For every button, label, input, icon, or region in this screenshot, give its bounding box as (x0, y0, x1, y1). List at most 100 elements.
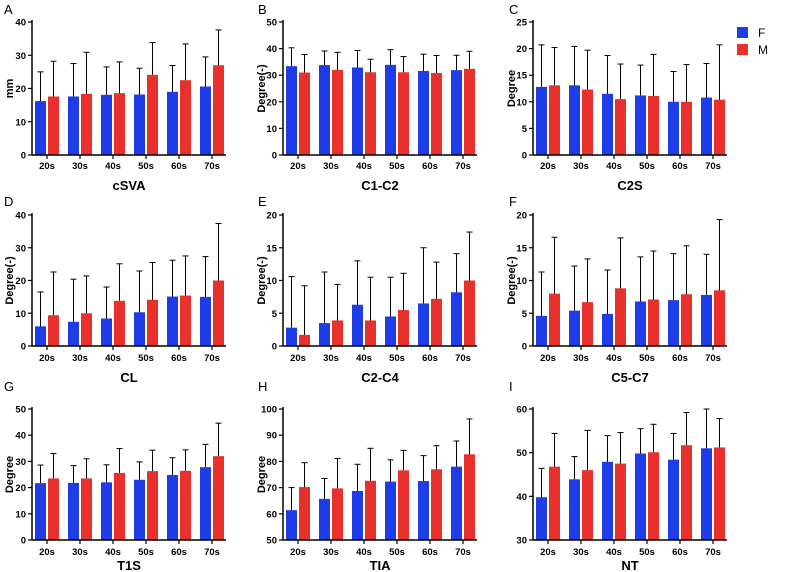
error-bar-f-f-50s (637, 256, 644, 302)
bar-a-m-20s (48, 96, 59, 155)
legend-swatch-m (737, 44, 748, 55)
error-bar-b-m-70s (466, 50, 473, 69)
error-bar-b-f-70s (453, 54, 460, 71)
bar-c-f-40s (602, 93, 613, 155)
error-bar-b-f-60s (420, 53, 427, 71)
x-tick-label-70s: 70s (204, 161, 220, 172)
y-tick-label: 30 (516, 536, 527, 547)
y-tick-label: 0 (21, 342, 26, 353)
panel-letter-b: B (258, 2, 267, 17)
y-tick-label: 40 (516, 492, 527, 503)
panel-title-g: T1S (117, 558, 141, 572)
error-bar-f-f-20s (538, 271, 545, 316)
bar-g-m-20s (48, 478, 59, 540)
panel-letter-c: C (509, 2, 518, 17)
y-tick-label: 20 (266, 211, 277, 222)
y-tick-label: 15 (516, 243, 527, 254)
bar-b-m-60s (431, 73, 442, 155)
bar-d-f-50s (134, 312, 145, 346)
x-tick-label-40s: 40s (606, 547, 622, 558)
error-bar-h-f-20s (288, 487, 295, 511)
bar-a-m-60s (180, 80, 191, 155)
error-bar-e-f-70s (453, 253, 460, 293)
panel-title-f: C5-C7 (611, 370, 649, 385)
error-bar-h-f-40s (354, 463, 361, 492)
bar-g-m-70s (213, 456, 224, 540)
bar-h-m-20s (299, 487, 310, 540)
bar-e-m-30s (332, 320, 343, 346)
bar-b-f-40s (352, 67, 363, 155)
x-tick-label-30s: 30s (573, 547, 589, 558)
bar-e-m-20s (299, 334, 310, 346)
bar-h-m-60s (431, 469, 442, 540)
error-bar-c-m-20s (551, 47, 558, 86)
panel-title-d: CL (120, 370, 137, 385)
bar-a-f-20s (35, 101, 46, 155)
y-tick-label: 50 (266, 18, 277, 29)
bar-i-m-70s (714, 447, 725, 540)
bar-c-f-20s (536, 86, 547, 155)
bar-i-m-30s (582, 470, 593, 540)
bar-d-f-40s (101, 318, 112, 346)
x-tick-label-60s: 60s (672, 353, 688, 364)
error-bar-f-f-30s (571, 265, 578, 311)
x-tick-label-40s: 40s (105, 353, 121, 364)
x-tick-label-20s: 20s (39, 547, 55, 558)
error-bar-a-m-70s (215, 29, 222, 66)
y-tick-label: 70 (266, 483, 277, 494)
bar-i-f-40s (602, 461, 613, 540)
bar-a-f-70s (200, 86, 211, 155)
bar-a-f-60s (167, 91, 178, 155)
panel-title-a: cSVA (113, 178, 147, 193)
x-tick-label-60s: 60s (171, 353, 187, 364)
error-bar-h-f-30s (321, 477, 328, 499)
bar-h-m-70s (464, 454, 475, 540)
error-bar-f-m-20s (551, 236, 558, 294)
bar-e-f-70s (451, 292, 462, 346)
y-tick-label: 50 (516, 448, 527, 459)
y-tick-label: 50 (15, 405, 26, 416)
bar-f-m-50s (648, 299, 659, 346)
bar-b-f-50s (385, 64, 396, 155)
bar-d-f-60s (167, 296, 178, 346)
bar-a-m-50s (147, 74, 158, 155)
bar-f-f-60s (668, 300, 679, 346)
bar-f-m-40s (615, 288, 626, 346)
bar-h-f-50s (385, 481, 396, 540)
bar-f-f-70s (701, 294, 712, 346)
bar-g-m-50s (147, 471, 158, 540)
error-bar-e-f-40s (354, 260, 361, 305)
x-tick-label-30s: 30s (72, 353, 88, 364)
error-bar-h-m-60s (433, 445, 440, 470)
error-bar-c-m-50s (650, 53, 657, 96)
bar-g-f-60s (167, 475, 178, 540)
y-tick-label: 0 (21, 151, 26, 162)
legend-swatch-f (737, 27, 748, 38)
error-bar-c-m-40s (617, 63, 624, 100)
y-axis-label-h: Degree (256, 456, 268, 493)
error-bar-d-m-60s (182, 255, 189, 296)
bar-d-m-60s (180, 295, 191, 346)
error-bar-b-m-40s (367, 58, 374, 73)
y-tick-label: 0 (522, 151, 527, 162)
x-tick-label-70s: 70s (455, 353, 471, 364)
panel-title-i: NT (621, 558, 638, 572)
error-bar-i-f-60s (670, 432, 677, 460)
x-tick-label-50s: 50s (138, 161, 154, 172)
error-bar-d-f-50s (136, 270, 143, 313)
y-tick-label: 20 (266, 97, 277, 108)
y-tick-label: 20 (516, 44, 527, 55)
panel-i: I 20s 30s 40s 50s 60s 70s 30 40 50 60 NT (509, 379, 727, 572)
bar-g-m-60s (180, 470, 191, 540)
x-tick-label-20s: 20s (290, 547, 306, 558)
bar-d-f-70s (200, 296, 211, 346)
y-tick-label: 40 (15, 18, 26, 29)
error-bar-i-f-30s (571, 456, 578, 480)
panel-h: H 20s 30s 40s 50s 60s 70s 50 60 70 80 90 100 Degree TI… (256, 379, 477, 572)
bar-b-f-60s (418, 70, 429, 155)
error-bar-c-m-30s (584, 49, 591, 90)
y-tick-label: 30 (266, 71, 277, 82)
error-bar-f-f-60s (670, 253, 677, 301)
panel-letter-h: H (258, 379, 267, 394)
x-tick-label-20s: 20s (540, 161, 556, 172)
